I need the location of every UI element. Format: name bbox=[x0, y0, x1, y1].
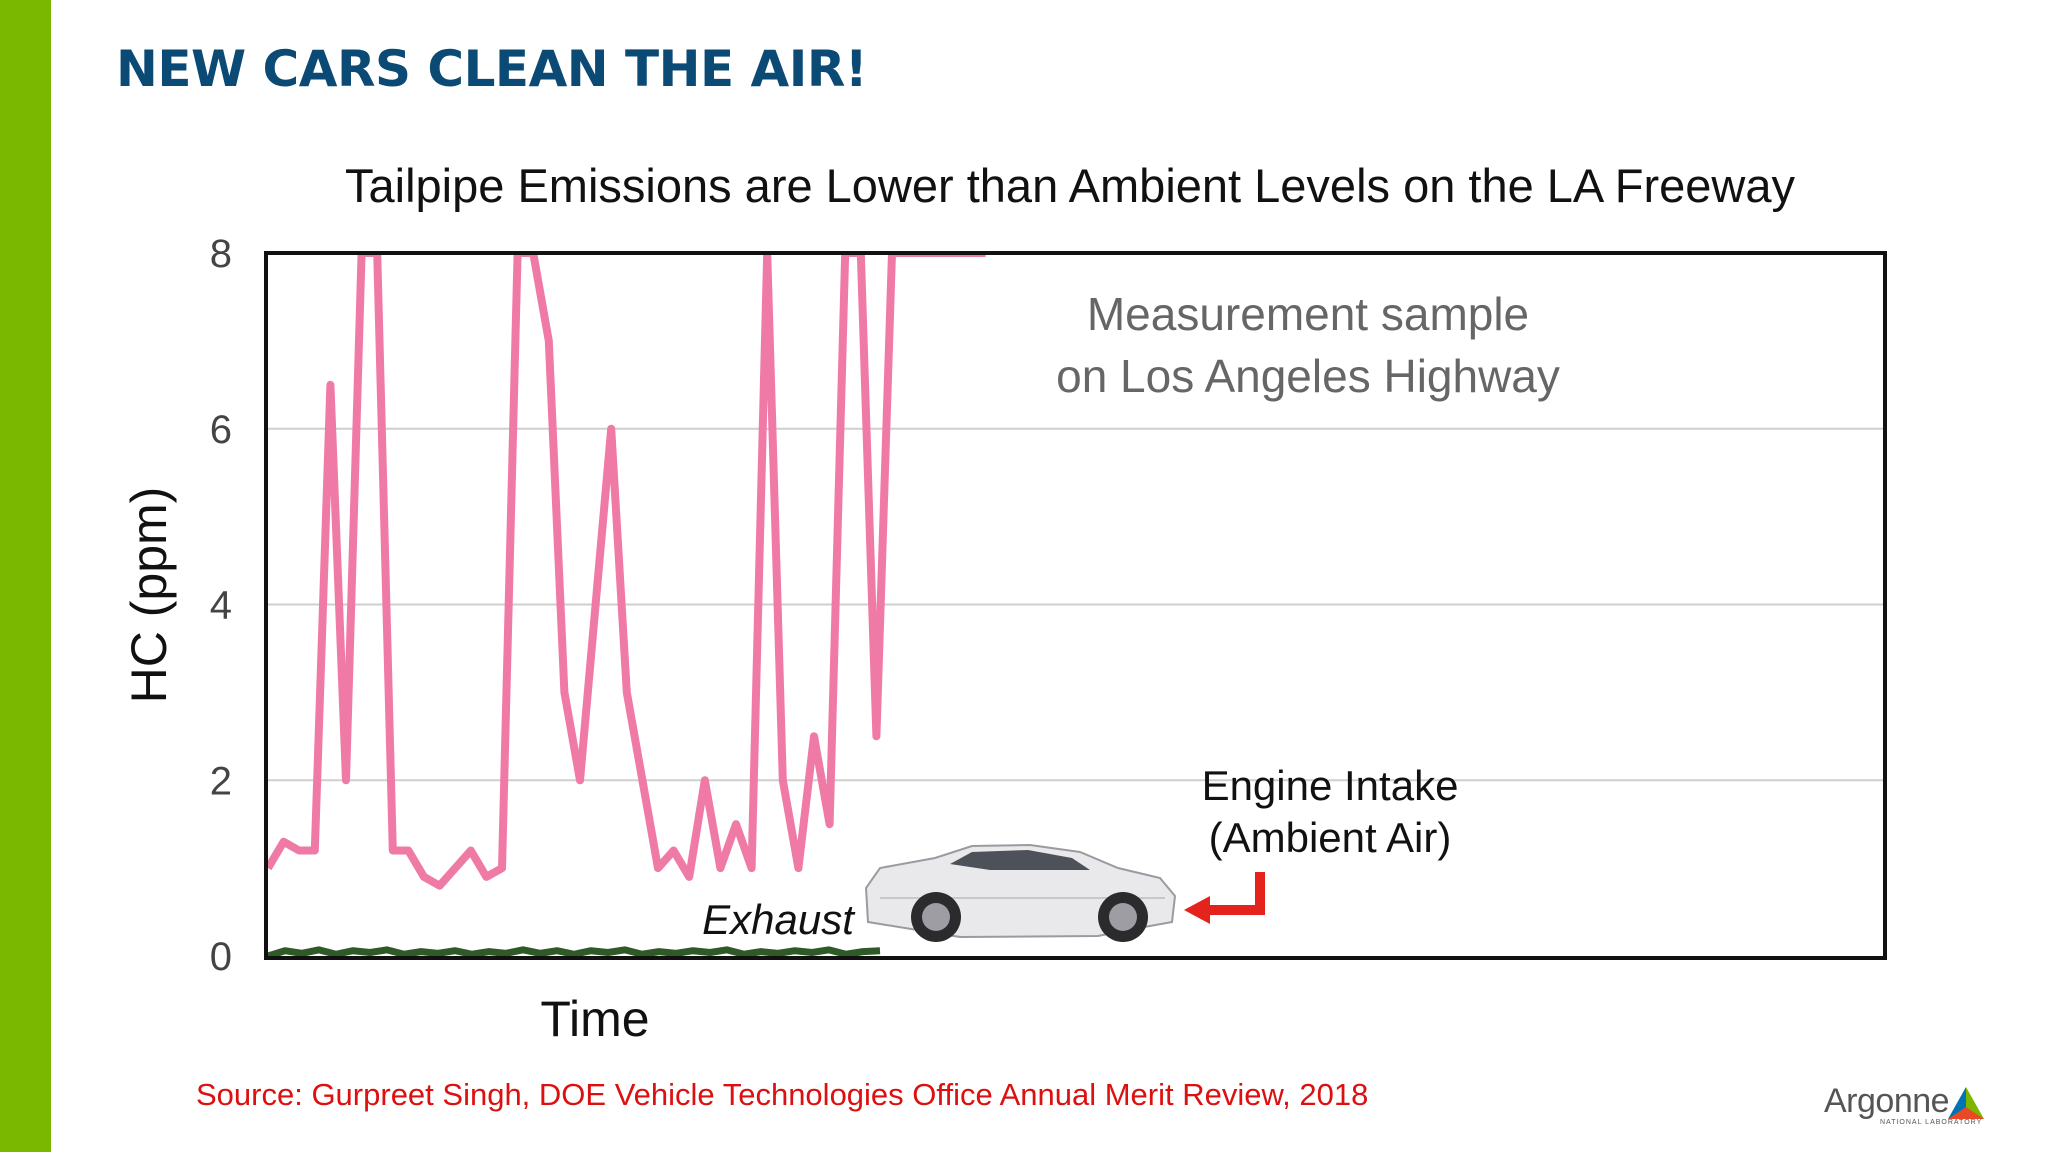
plot-frame bbox=[264, 251, 1887, 960]
source-citation: Source: Gurpreet Singh, DOE Vehicle Tech… bbox=[196, 1077, 1369, 1112]
y-tick-label: 6 bbox=[210, 408, 232, 452]
ambient-series-line bbox=[268, 253, 986, 890]
y-tick-labels: 0 2 4 6 8 bbox=[210, 232, 232, 979]
ambient-series-label-line-2: (Ambient Air) bbox=[1209, 814, 1452, 861]
chart-title: Tailpipe Emissions are Lower than Ambien… bbox=[345, 159, 1795, 212]
intake-arrow-icon bbox=[1184, 872, 1265, 924]
triangle-logo-icon bbox=[1948, 1087, 1984, 1119]
exhaust-series-layer bbox=[266, 946, 881, 960]
y-tick-label: 4 bbox=[210, 584, 232, 628]
y-tick-label: 0 bbox=[210, 935, 232, 979]
exhaust-series-line bbox=[266, 946, 881, 960]
argonne-logo: Argonne NATIONAL LABORATORY bbox=[1824, 1082, 1994, 1132]
exhaust-series-label: Exhaust bbox=[702, 896, 856, 943]
annotation-line-2: on Los Angeles Highway bbox=[1056, 350, 1560, 402]
x-axis-label: Time bbox=[540, 991, 649, 1047]
accent-side-bar bbox=[0, 0, 51, 1152]
y-tick-label: 2 bbox=[210, 759, 232, 803]
annotation-line-1: Measurement sample bbox=[1087, 288, 1529, 340]
logo-subtext: NATIONAL LABORATORY bbox=[1880, 1119, 1983, 1126]
chart-grid bbox=[268, 427, 1883, 782]
logo-wordmark: Argonne bbox=[1824, 1082, 1950, 1120]
y-tick-label: 8 bbox=[210, 232, 232, 276]
car-illustration bbox=[864, 843, 1177, 942]
slide-title: NEW CARS CLEAN THE AIR! bbox=[116, 40, 868, 98]
ambient-series-layer bbox=[268, 253, 986, 890]
ambient-series-label-line-1: Engine Intake bbox=[1202, 762, 1459, 809]
y-axis-label: HC (ppm) bbox=[121, 487, 177, 704]
